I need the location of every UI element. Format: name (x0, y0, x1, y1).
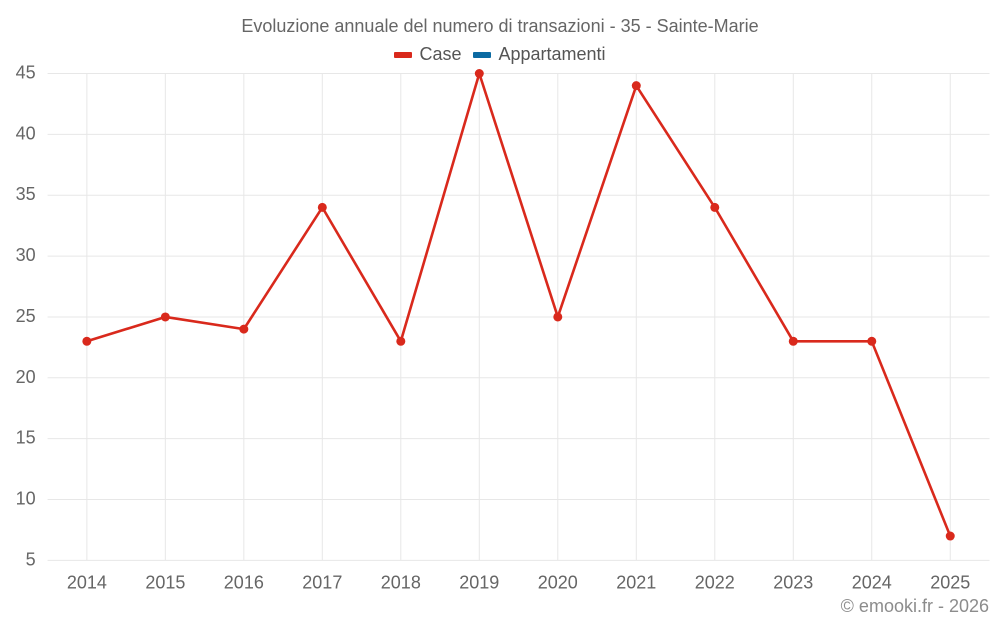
svg-text:10: 10 (16, 489, 36, 509)
svg-text:40: 40 (16, 123, 36, 143)
svg-text:30: 30 (16, 245, 36, 265)
svg-text:2018: 2018 (381, 572, 421, 592)
svg-text:5: 5 (26, 549, 36, 569)
svg-text:2019: 2019 (459, 572, 499, 592)
svg-text:2014: 2014 (67, 572, 107, 592)
svg-text:2020: 2020 (538, 572, 578, 592)
svg-text:20: 20 (16, 367, 36, 387)
svg-text:2017: 2017 (302, 572, 342, 592)
svg-text:2025: 2025 (930, 572, 970, 592)
svg-text:2015: 2015 (145, 572, 185, 592)
svg-text:15: 15 (16, 428, 36, 448)
svg-text:45: 45 (16, 63, 36, 83)
svg-text:2024: 2024 (852, 572, 892, 592)
svg-text:2022: 2022 (695, 572, 735, 592)
svg-text:2016: 2016 (224, 572, 264, 592)
svg-text:2023: 2023 (773, 572, 813, 592)
svg-text:35: 35 (16, 184, 36, 204)
svg-text:25: 25 (16, 306, 36, 326)
svg-text:2021: 2021 (616, 572, 656, 592)
